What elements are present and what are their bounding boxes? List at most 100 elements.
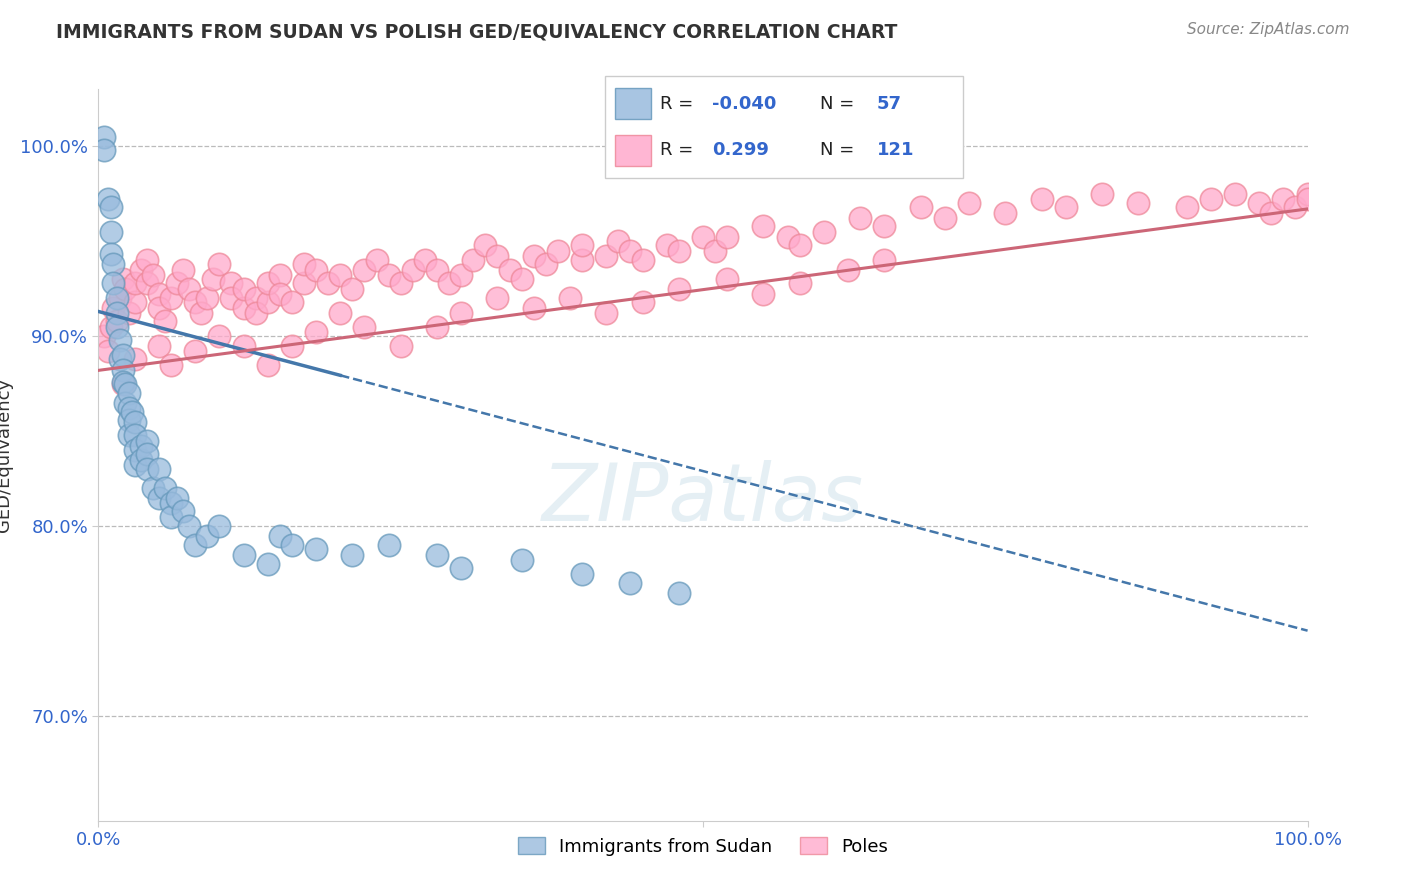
Point	[93, 329, 115, 343]
Point	[437, 276, 460, 290]
Point	[595, 249, 617, 263]
Point	[101, 301, 124, 315]
Point	[305, 326, 328, 340]
Point	[166, 276, 188, 290]
Point	[377, 268, 399, 283]
Point	[232, 548, 254, 562]
Point	[558, 291, 581, 305]
Point	[129, 262, 152, 277]
Point	[111, 363, 134, 377]
Point	[245, 291, 267, 305]
Point	[195, 529, 218, 543]
Point	[789, 276, 811, 290]
Point	[184, 344, 207, 359]
Point	[281, 339, 304, 353]
Point	[426, 319, 449, 334]
Point	[342, 548, 364, 562]
Point	[571, 238, 593, 252]
Point	[111, 376, 134, 391]
Text: 57: 57	[877, 95, 903, 113]
Point	[716, 230, 738, 244]
Point	[184, 295, 207, 310]
Point	[121, 405, 143, 419]
Point	[1249, 196, 1271, 211]
Point	[474, 238, 496, 252]
Point	[631, 295, 654, 310]
Point	[179, 519, 201, 533]
Point	[704, 244, 727, 258]
Point	[148, 339, 170, 353]
Point	[105, 306, 128, 320]
Point	[105, 319, 128, 334]
Point	[486, 249, 509, 263]
Point	[813, 225, 835, 239]
Point	[631, 253, 654, 268]
Point	[292, 276, 315, 290]
Point	[93, 143, 115, 157]
Point	[450, 306, 472, 320]
Point	[124, 443, 146, 458]
Point	[124, 415, 146, 429]
Point	[619, 244, 641, 258]
Point	[160, 358, 183, 372]
Point	[111, 375, 134, 389]
Point	[153, 314, 176, 328]
Point	[100, 200, 122, 214]
Point	[108, 351, 131, 366]
Point	[97, 344, 120, 359]
Point	[837, 262, 859, 277]
Point	[1296, 186, 1319, 201]
Point	[111, 348, 134, 362]
Point	[118, 306, 141, 320]
Point	[1175, 200, 1198, 214]
Point	[160, 509, 183, 524]
Point	[316, 276, 339, 290]
Point	[256, 557, 278, 571]
Point	[232, 301, 254, 315]
Point	[534, 257, 557, 271]
Point	[1284, 200, 1306, 214]
Text: -0.040: -0.040	[713, 95, 776, 113]
Point	[353, 262, 375, 277]
Point	[655, 238, 678, 252]
Point	[426, 262, 449, 277]
Point	[389, 276, 412, 290]
Point	[692, 230, 714, 244]
Point	[934, 211, 956, 226]
Point	[450, 268, 472, 283]
Point	[523, 249, 546, 263]
Point	[202, 272, 225, 286]
Point	[1091, 186, 1114, 201]
Text: ZIPatlas: ZIPatlas	[541, 459, 865, 538]
Bar	[616, 88, 651, 119]
Point	[118, 413, 141, 427]
Point	[305, 262, 328, 277]
Point	[571, 253, 593, 268]
Point	[184, 538, 207, 552]
Point	[910, 200, 932, 214]
Point	[873, 219, 896, 233]
Point	[789, 238, 811, 252]
Point	[752, 287, 775, 301]
Point	[1272, 193, 1295, 207]
Point	[114, 395, 136, 409]
Point	[668, 244, 690, 258]
Point	[208, 257, 231, 271]
Y-axis label: GED/Equivalency: GED/Equivalency	[0, 378, 13, 532]
Point	[329, 268, 352, 283]
Point	[1223, 186, 1246, 201]
Point	[269, 287, 291, 301]
Point	[111, 272, 134, 286]
Point	[1031, 193, 1053, 207]
Point	[377, 538, 399, 552]
Text: R =: R =	[661, 141, 693, 159]
Point	[256, 358, 278, 372]
Text: IMMIGRANTS FROM SUDAN VS POLISH GED/EQUIVALENCY CORRELATION CHART: IMMIGRANTS FROM SUDAN VS POLISH GED/EQUI…	[56, 22, 897, 41]
Point	[135, 253, 157, 268]
Point	[619, 576, 641, 591]
Point	[172, 262, 194, 277]
Point	[135, 434, 157, 448]
Point	[463, 253, 485, 268]
Point	[160, 496, 183, 510]
Bar	[616, 136, 651, 166]
